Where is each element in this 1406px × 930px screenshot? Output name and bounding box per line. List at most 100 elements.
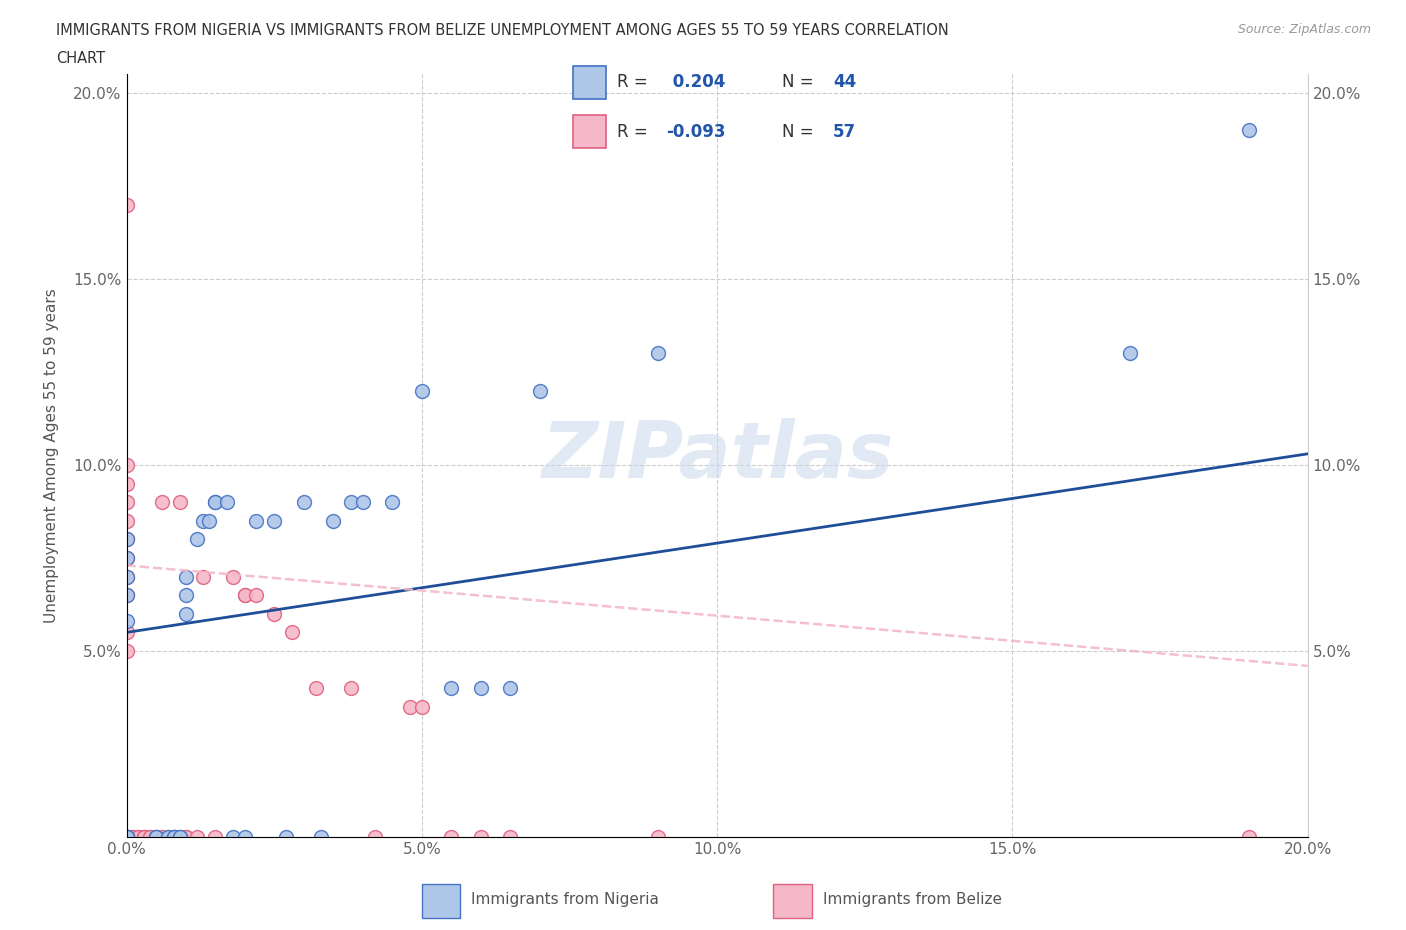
Point <box>115 830 138 844</box>
Point <box>263 513 285 528</box>
Point <box>381 495 404 510</box>
Point <box>233 588 256 603</box>
Point <box>193 569 215 584</box>
Point <box>145 830 167 844</box>
Point <box>440 681 463 696</box>
Point <box>139 830 162 844</box>
Point <box>127 830 149 844</box>
Point <box>156 830 179 844</box>
Point <box>145 830 167 844</box>
Text: CHART: CHART <box>56 51 105 66</box>
Point <box>233 588 256 603</box>
Point <box>134 830 156 844</box>
Point <box>121 830 143 844</box>
Point <box>127 830 149 844</box>
Point <box>1237 123 1260 138</box>
Point <box>115 532 138 547</box>
Text: Immigrants from Belize: Immigrants from Belize <box>823 892 1001 908</box>
Point <box>163 830 186 844</box>
Point <box>186 830 208 844</box>
Point <box>115 830 138 844</box>
Point <box>115 614 138 629</box>
Point <box>174 606 197 621</box>
Point <box>186 532 208 547</box>
Point <box>115 551 138 565</box>
Text: R =: R = <box>617 73 654 91</box>
Point <box>115 830 138 844</box>
FancyBboxPatch shape <box>574 66 606 99</box>
Point <box>174 569 197 584</box>
Point <box>363 830 385 844</box>
Point <box>139 830 162 844</box>
Text: ZIPatlas: ZIPatlas <box>541 418 893 494</box>
Point <box>115 625 138 640</box>
Point <box>115 197 138 212</box>
Point <box>399 699 422 714</box>
Y-axis label: Unemployment Among Ages 55 to 59 years: Unemployment Among Ages 55 to 59 years <box>45 288 59 623</box>
Point <box>647 346 669 361</box>
Point <box>470 830 492 844</box>
Text: N =: N = <box>782 123 818 140</box>
Point <box>115 513 138 528</box>
Point <box>174 588 197 603</box>
Point <box>115 532 138 547</box>
Text: -0.093: -0.093 <box>666 123 725 140</box>
Point <box>311 830 333 844</box>
Point <box>1119 346 1142 361</box>
Point <box>245 588 267 603</box>
Point <box>115 830 138 844</box>
Point <box>411 699 433 714</box>
Point <box>174 830 197 844</box>
Point <box>193 513 215 528</box>
Text: IMMIGRANTS FROM NIGERIA VS IMMIGRANTS FROM BELIZE UNEMPLOYMENT AMONG AGES 55 TO : IMMIGRANTS FROM NIGERIA VS IMMIGRANTS FR… <box>56 23 949 38</box>
Point <box>115 569 138 584</box>
Text: 57: 57 <box>832 123 856 140</box>
Point <box>440 830 463 844</box>
Point <box>115 476 138 491</box>
Point <box>499 830 522 844</box>
Point <box>340 495 363 510</box>
Point <box>115 830 138 844</box>
Point <box>134 830 156 844</box>
Point <box>204 830 226 844</box>
Point <box>156 830 179 844</box>
Point <box>1237 830 1260 844</box>
Point <box>322 513 344 528</box>
FancyBboxPatch shape <box>773 884 813 918</box>
FancyBboxPatch shape <box>574 115 606 148</box>
Point <box>150 495 173 510</box>
Point <box>169 830 191 844</box>
Point <box>352 495 374 510</box>
Point <box>411 383 433 398</box>
Point <box>115 644 138 658</box>
Point <box>470 681 492 696</box>
Point <box>163 830 186 844</box>
Point <box>145 830 167 844</box>
Point <box>198 513 221 528</box>
Point <box>115 495 138 510</box>
Point <box>169 830 191 844</box>
Point <box>215 495 238 510</box>
Point <box>169 830 191 844</box>
Point <box>281 625 304 640</box>
Point <box>134 830 156 844</box>
Point <box>263 606 285 621</box>
Point <box>163 830 186 844</box>
Text: 0.204: 0.204 <box>666 73 725 91</box>
Point <box>115 830 138 844</box>
Point <box>222 569 245 584</box>
Point <box>174 830 197 844</box>
Point <box>647 830 669 844</box>
Point <box>222 830 245 844</box>
Point <box>169 495 191 510</box>
Text: N =: N = <box>782 73 818 91</box>
Point <box>115 830 138 844</box>
Point <box>529 383 551 398</box>
Point <box>204 495 226 510</box>
Point <box>499 681 522 696</box>
Point <box>115 830 138 844</box>
Point <box>115 588 138 603</box>
Text: R =: R = <box>617 123 654 140</box>
Point <box>292 495 315 510</box>
Point <box>115 569 138 584</box>
